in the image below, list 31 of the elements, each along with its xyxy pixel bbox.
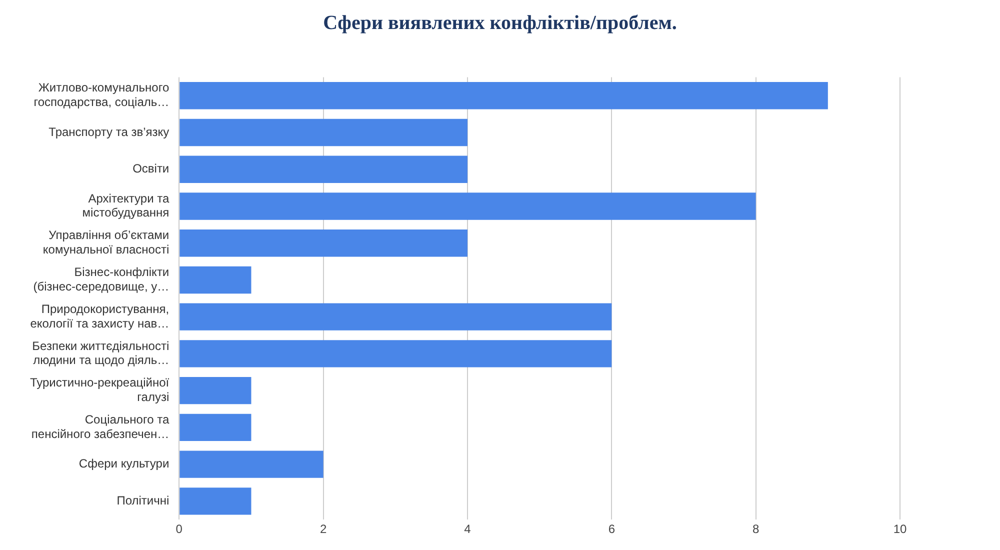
bar — [180, 376, 252, 404]
x-tick-label: 2 — [320, 522, 327, 536]
y-tick-label: Безпеки життєдіяльності людини та щодо діяль… — [32, 338, 170, 368]
bar — [180, 192, 756, 220]
x-tick-label: 8 — [752, 522, 760, 536]
y-tick-label: Туристично-рекреаційної галузі — [30, 376, 170, 404]
bar — [180, 82, 828, 110]
bar — [180, 340, 612, 368]
y-tick-label: Управління об’єктами комунальної власності — [42, 228, 170, 257]
chart-title: Сфери виявлених конфліктів/проблем. — [322, 12, 678, 35]
x-tick-label: 10 — [893, 522, 907, 536]
bar — [180, 303, 612, 330]
y-tick-label: Житлово-комунального господарства, соціаль… — [34, 80, 170, 110]
y-tick-label: Транспорту та зв’язку — [48, 124, 170, 139]
y-tick-label: Освіти — [132, 162, 170, 176]
y-tick-label: Політичні — [116, 493, 170, 508]
bar — [180, 488, 252, 515]
bar — [180, 266, 252, 294]
y-tick-label: Бізнес-конфлікти (бізнес-середовище, у… — [33, 265, 170, 294]
x-tick-label: 4 — [464, 522, 472, 536]
bar — [180, 450, 324, 478]
x-tick-label: 0 — [176, 522, 183, 536]
bar — [180, 118, 468, 146]
y-tick-label: Архітектури та містобудування — [82, 191, 170, 220]
bar — [180, 229, 468, 257]
y-tick-label: Природокористування, екології та захисту нав… — [30, 302, 170, 330]
x-tick-label: 6 — [608, 522, 616, 536]
bar — [180, 414, 252, 442]
y-tick-label: Соціального та пенсійного забезпечен… — [31, 412, 170, 441]
y-tick-label: Сфери культури — [78, 456, 170, 471]
bar — [180, 156, 468, 183]
